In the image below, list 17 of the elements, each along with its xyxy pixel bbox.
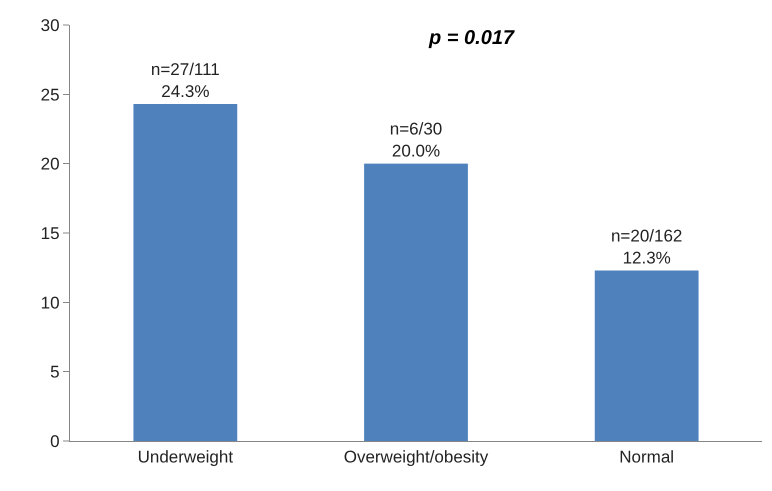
data-label: n=27/111 24.3% — [150, 60, 220, 102]
y-tick-label: 25 — [40, 85, 60, 104]
bar — [364, 164, 468, 441]
y-tick-label: 0 — [50, 432, 60, 451]
y-tick-label: 10 — [40, 293, 60, 312]
x-tick-label: Normal — [619, 447, 674, 466]
x-tick-label: Overweight/obesity — [344, 447, 489, 466]
y-tick-label: 20 — [40, 154, 60, 174]
y-tick-label: 30 — [40, 16, 60, 35]
data-label: n=6/30 20.0% — [390, 120, 442, 161]
y-tick-label: 5 — [50, 362, 60, 382]
data-label: n=20/162 12.3% — [610, 226, 682, 268]
y-tick-label: 15 — [40, 224, 60, 243]
bar — [133, 104, 238, 441]
annotation: p = 0.017 — [428, 27, 515, 49]
x-tick-label: Underweight — [138, 447, 234, 466]
bar — [594, 270, 699, 441]
